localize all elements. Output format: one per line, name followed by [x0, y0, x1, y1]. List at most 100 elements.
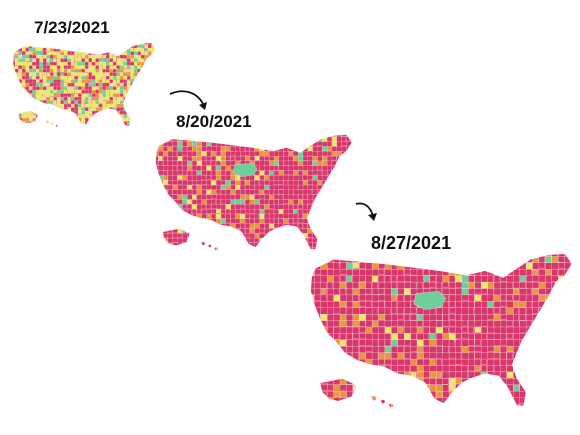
county-cell: [46, 114, 50, 118]
county-cell: [167, 180, 174, 185]
county-cell: [558, 307, 564, 316]
county-cell: [312, 213, 318, 220]
county-cell: [133, 58, 138, 63]
county-cell: [468, 307, 474, 315]
county-cell: [326, 233, 334, 239]
county-cell: [56, 72, 62, 77]
county-cell: [196, 247, 202, 251]
county-cell: [84, 75, 89, 81]
county-cell: [333, 256, 340, 264]
county-cell: [551, 365, 558, 373]
county-cell: [570, 378, 572, 386]
county-cell: [35, 43, 41, 45]
county-cell: [60, 124, 64, 127]
county-cell: [13, 58, 15, 62]
county-cell: [137, 124, 142, 127]
county-cell: [366, 410, 373, 416]
county-cell: [410, 275, 418, 284]
county-cell: [112, 43, 117, 45]
county-cell: [154, 117, 156, 122]
county-cell: [18, 124, 23, 127]
county-cell: [137, 93, 142, 98]
county-cell: [151, 54, 156, 59]
county-cell: [177, 247, 184, 251]
county-cell: [225, 233, 231, 238]
county-cell: [155, 165, 159, 172]
county-cell: [39, 117, 44, 122]
county-cell: [119, 110, 125, 116]
county-cell: [154, 79, 156, 83]
county-cell: [109, 58, 114, 63]
county-cell: [384, 256, 392, 263]
county-cell: [144, 121, 149, 126]
county-cell: [558, 333, 566, 341]
county-cell: [163, 237, 168, 243]
county-cell: [187, 175, 193, 181]
county-cell: [91, 61, 96, 67]
county-cell: [225, 247, 231, 251]
county-cell: [312, 134, 319, 138]
county-cell: [167, 141, 173, 147]
county-cell: [455, 307, 463, 316]
county-cell: [137, 79, 142, 84]
county-cell: [564, 294, 572, 302]
county-cell: [151, 107, 156, 112]
county-cell: [500, 397, 508, 405]
county-cell: [423, 275, 430, 282]
county-cell: [74, 121, 78, 125]
county-cell: [254, 194, 261, 200]
county-cell: [149, 132, 153, 138]
county-cell: [391, 384, 398, 392]
county-cell: [532, 269, 539, 275]
county-cell: [532, 294, 540, 302]
county-cell: [147, 124, 152, 127]
county-cell: [144, 114, 149, 118]
county-cell: [481, 307, 489, 316]
county-cell: [25, 93, 30, 98]
county-cell: [88, 44, 93, 49]
county-cell: [177, 184, 183, 190]
county-cell: [144, 51, 148, 56]
county-cell: [18, 65, 23, 69]
county-cell: [126, 114, 131, 119]
county-cell: [172, 209, 179, 214]
county-cell: [500, 269, 507, 276]
county-cell: [177, 218, 183, 224]
county-cell: [109, 44, 114, 49]
county-cell: [545, 256, 552, 263]
county-cell: [225, 228, 232, 234]
county-cell: [133, 114, 139, 119]
county-cell: [314, 253, 321, 257]
county-cell: [352, 371, 361, 379]
county-cell: [525, 365, 534, 373]
county-cell: [525, 352, 532, 359]
county-cell: [19, 129, 23, 133]
county-cell: [245, 247, 250, 251]
county-cell: [201, 146, 207, 153]
county-cell: [155, 228, 158, 235]
county-cell: [60, 107, 64, 111]
county-cell: [102, 117, 106, 122]
county-cell: [88, 47, 93, 53]
county-cell: [102, 58, 106, 63]
county-cell: [116, 121, 120, 125]
county-cell: [273, 209, 279, 215]
county-cell: [98, 47, 103, 53]
county-cell: [289, 253, 293, 258]
county-cell: [163, 180, 169, 186]
county-cell: [230, 184, 236, 190]
county-cell: [133, 86, 138, 91]
county-cell: [105, 86, 110, 90]
county-cell: [216, 253, 222, 258]
county-cell: [538, 397, 546, 405]
county-cell: [264, 156, 269, 162]
county-cell: [149, 195, 155, 201]
county-cell: [32, 68, 37, 73]
county-cell: [49, 65, 55, 70]
county-cell: [346, 204, 352, 211]
county-cell: [95, 75, 100, 80]
county-cell: [326, 136, 333, 143]
county-cell: [201, 175, 206, 180]
county-cell: [468, 410, 476, 416]
county-cell: [216, 160, 221, 166]
